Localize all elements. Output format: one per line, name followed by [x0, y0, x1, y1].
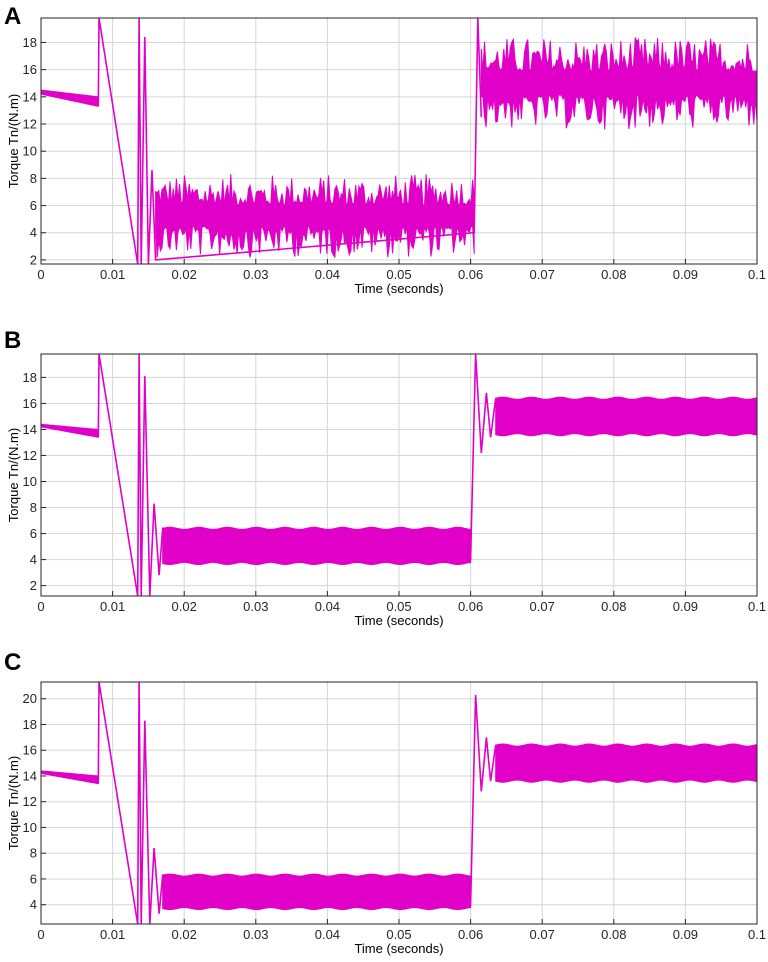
x-tick-label: 0.01: [100, 927, 125, 942]
y-tick-label: 16: [23, 743, 37, 758]
y-tick-label: 6: [30, 198, 37, 213]
series-band: [495, 396, 757, 437]
y-tick-label: 12: [23, 794, 37, 809]
x-tick-label: 0.03: [243, 599, 268, 614]
x-tick-label: 0.04: [315, 267, 340, 282]
torque-chart-b: B 2 4 6 8 10 12 14 16 18 0 0.01 0.02 0.03 0.04 0.05 0.…: [4, 327, 766, 628]
x-tick-label: 0.07: [530, 267, 555, 282]
y-tick-label: 18: [23, 717, 37, 732]
y-tick-label: 12: [23, 448, 37, 463]
y-tick-label: 16: [23, 62, 37, 77]
y-tick-label: 14: [23, 768, 37, 783]
plot-area-c: [41, 682, 757, 924]
x-tick-label: 0.05: [386, 599, 411, 614]
x-tick-label: 0.1: [748, 599, 766, 614]
x-tick-label: 0.05: [386, 927, 411, 942]
series-band: [41, 423, 99, 438]
x-axis-label-c: Time (seconds): [354, 941, 443, 956]
y-tick-label: 4: [30, 225, 37, 240]
torque-chart-a: A 2 4 6 8 10 12 14 16 18 0 0.01 0.02 0.03 0.04 0.05 0.…: [4, 3, 766, 296]
y-tick-label: 6: [30, 526, 37, 541]
panel-letter-c: C: [4, 649, 21, 676]
x-tick-label: 0.04: [315, 599, 340, 614]
series-band: [155, 174, 475, 259]
x-ticks-a: 0 0.01 0.02 0.03 0.04 0.05 0.06 0.07 0.08 0.09 0.1: [37, 259, 766, 282]
y-tick-label: 14: [23, 89, 37, 104]
series-band: [495, 743, 757, 783]
y-tick-label: 8: [30, 500, 37, 515]
series-transient-line: [97, 682, 497, 924]
y-tick-label: 14: [23, 422, 37, 437]
series-band: [480, 37, 757, 130]
y-tick-label: 10: [23, 474, 37, 489]
x-tick-label: 0.09: [673, 267, 698, 282]
y-tick-label: 4: [30, 552, 37, 567]
y-tick-label: 10: [23, 820, 37, 835]
plot-area-a: [41, 18, 757, 264]
x-tick-label: 0.07: [530, 599, 555, 614]
y-tick-label: 16: [23, 396, 37, 411]
x-tick-label: 0.01: [100, 599, 125, 614]
x-axis-label-b: Time (seconds): [354, 613, 443, 628]
y-tick-label: 8: [30, 171, 37, 186]
x-tick-label: 0.02: [172, 599, 197, 614]
x-tick-label: 0.05: [386, 267, 411, 282]
x-tick-label: 0: [37, 599, 44, 614]
series-band: [41, 89, 99, 107]
y-tick-label: 10: [23, 144, 37, 159]
x-tick-label: 0.02: [172, 267, 197, 282]
x-ticks-b: 0 0.01 0.02 0.03 0.04 0.05 0.06 0.07 0.08 0.09 0.1: [37, 591, 766, 614]
x-tick-label: 0.04: [315, 927, 340, 942]
x-tick-label: 0.09: [673, 927, 698, 942]
x-tick-label: 0: [37, 267, 44, 282]
y-tick-label: 8: [30, 846, 37, 861]
y-tick-label: 4: [30, 897, 37, 912]
x-tick-label: 0.03: [243, 267, 268, 282]
series-transient-line: [97, 354, 497, 596]
y-axis-label-a: Torque Tn/(N.m): [6, 94, 21, 188]
x-tick-label: 0.02: [172, 927, 197, 942]
x-tick-label: 0.03: [243, 927, 268, 942]
x-tick-label: 0.06: [458, 599, 483, 614]
plot-area-b: [41, 354, 757, 596]
x-ticks-c: 0 0.01 0.02 0.03 0.04 0.05 0.06 0.07 0.08 0.09 0.1: [37, 919, 766, 942]
y-ticks-a: 2 4 6 8 10 12 14 16 18: [23, 35, 46, 267]
y-tick-label: 2: [30, 252, 37, 267]
y-tick-label: 20: [23, 691, 37, 706]
y-tick-label: 18: [23, 370, 37, 385]
x-axis-label-a: Time (seconds): [354, 281, 443, 296]
x-tick-label: 0.08: [601, 267, 626, 282]
y-axis-label-b: Torque Tn/(N.m): [6, 428, 21, 522]
panel-letter-a: A: [4, 3, 21, 30]
y-ticks-c: 4 6 8 10 12 14 16 18 20: [23, 691, 46, 912]
x-tick-label: 0: [37, 927, 44, 942]
x-tick-label: 0.1: [748, 267, 766, 282]
series-transient-line: [97, 18, 483, 264]
x-tick-label: 0.1: [748, 927, 766, 942]
x-tick-label: 0.06: [458, 927, 483, 942]
y-tick-label: 6: [30, 871, 37, 886]
x-tick-label: 0.08: [601, 927, 626, 942]
x-tick-label: 0.06: [458, 267, 483, 282]
x-tick-label: 0.07: [530, 927, 555, 942]
x-tick-label: 0.09: [673, 599, 698, 614]
x-tick-label: 0.01: [100, 267, 125, 282]
series-band: [41, 770, 99, 785]
y-tick-label: 12: [23, 117, 37, 132]
x-tick-label: 0.08: [601, 599, 626, 614]
y-tick-label: 2: [30, 578, 37, 593]
y-ticks-b: 2 4 6 8 10 12 14 16 18: [23, 370, 46, 593]
panel-letter-b: B: [4, 327, 21, 354]
y-axis-label-c: Torque Tn/(N.m): [6, 756, 21, 850]
y-tick-label: 18: [23, 35, 37, 50]
